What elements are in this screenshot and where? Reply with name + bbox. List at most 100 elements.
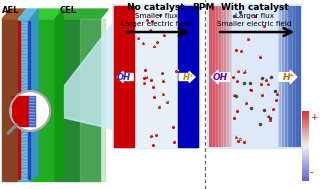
Bar: [230, 6, 231, 147]
Bar: [230, 6, 232, 147]
Bar: [287, 6, 289, 147]
Bar: [302, 168, 309, 170]
Bar: [216, 6, 218, 147]
Bar: [210, 6, 211, 147]
FancyArrow shape: [211, 70, 230, 84]
Bar: [302, 132, 309, 134]
Bar: [224, 6, 225, 147]
Bar: [302, 135, 309, 137]
Bar: [293, 6, 295, 147]
Bar: [280, 6, 281, 147]
Bar: [302, 130, 309, 132]
Bar: [302, 163, 309, 165]
Bar: [302, 121, 309, 123]
Polygon shape: [30, 9, 63, 19]
Bar: [302, 161, 309, 163]
Bar: [302, 174, 309, 176]
Bar: [231, 6, 278, 147]
Bar: [225, 6, 226, 147]
Text: OH: OH: [117, 73, 131, 81]
Bar: [302, 154, 309, 156]
Bar: [302, 172, 309, 174]
Bar: [286, 6, 287, 147]
Bar: [282, 6, 283, 147]
Bar: [291, 6, 292, 147]
Bar: [302, 179, 309, 181]
Bar: [221, 6, 222, 147]
Text: +: +: [310, 113, 318, 122]
Text: H⁺: H⁺: [182, 73, 194, 81]
Text: CEL: CEL: [60, 6, 77, 15]
Text: Smaller flux: Smaller flux: [135, 13, 178, 19]
Polygon shape: [18, 21, 20, 179]
Bar: [302, 128, 309, 130]
Bar: [222, 6, 223, 147]
Bar: [218, 6, 219, 147]
Bar: [228, 6, 229, 147]
Bar: [302, 118, 309, 120]
Bar: [294, 6, 295, 147]
Bar: [278, 6, 279, 147]
Bar: [289, 6, 290, 147]
Polygon shape: [18, 9, 26, 181]
Bar: [209, 6, 210, 147]
Bar: [292, 6, 293, 147]
Bar: [302, 119, 309, 122]
Bar: [219, 6, 220, 147]
Bar: [302, 111, 309, 113]
Polygon shape: [29, 96, 35, 126]
Bar: [302, 137, 309, 139]
Bar: [298, 6, 300, 147]
Bar: [219, 6, 221, 147]
Bar: [282, 6, 284, 147]
Text: Larger flux: Larger flux: [235, 13, 274, 19]
Text: Smaller electric field: Smaller electric field: [217, 21, 292, 27]
Polygon shape: [47, 24, 112, 129]
Bar: [224, 6, 226, 147]
Polygon shape: [55, 9, 108, 19]
Bar: [227, 6, 228, 147]
Polygon shape: [2, 9, 26, 19]
Bar: [283, 6, 284, 147]
Bar: [134, 6, 178, 147]
Polygon shape: [2, 19, 18, 181]
Bar: [302, 151, 309, 153]
Bar: [80, 19, 105, 181]
Bar: [302, 146, 309, 148]
Bar: [279, 6, 280, 147]
Bar: [211, 6, 213, 147]
Bar: [287, 6, 288, 147]
Bar: [302, 125, 309, 127]
Bar: [281, 6, 282, 147]
Bar: [302, 177, 309, 179]
Bar: [217, 6, 218, 147]
Bar: [302, 116, 309, 118]
Bar: [302, 123, 309, 125]
Text: H⁺: H⁺: [283, 73, 295, 81]
Text: With catalyst: With catalyst: [221, 3, 288, 12]
Bar: [215, 6, 216, 147]
Bar: [302, 165, 309, 167]
Bar: [226, 6, 227, 147]
Bar: [114, 6, 134, 147]
Bar: [211, 6, 212, 147]
Text: Larger electric field: Larger electric field: [121, 21, 191, 27]
FancyArrow shape: [279, 70, 297, 84]
Bar: [297, 6, 298, 147]
Text: AEL: AEL: [2, 6, 19, 15]
Polygon shape: [55, 19, 100, 181]
Bar: [220, 6, 221, 147]
Bar: [302, 133, 309, 136]
Polygon shape: [55, 9, 63, 181]
Bar: [302, 147, 309, 149]
Bar: [295, 6, 296, 147]
FancyArrow shape: [117, 71, 133, 83]
Bar: [178, 6, 198, 147]
Polygon shape: [18, 19, 30, 181]
Bar: [227, 6, 229, 147]
Text: -: -: [310, 167, 314, 177]
Bar: [288, 6, 289, 147]
Bar: [302, 114, 309, 116]
Bar: [222, 6, 224, 147]
Bar: [214, 6, 215, 147]
